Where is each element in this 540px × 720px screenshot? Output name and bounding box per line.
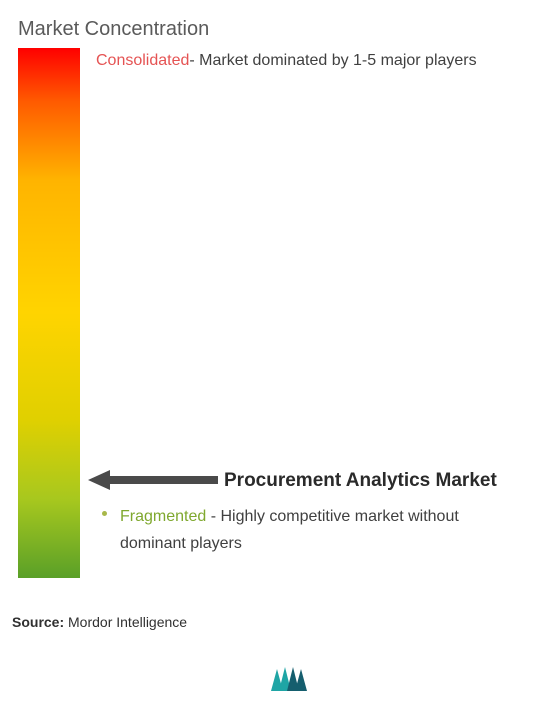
consolidated-text: - Market dominated by 1-5 major players	[189, 52, 476, 69]
mordor-logo-icon	[269, 665, 309, 693]
source-value: Mordor Intelligence	[64, 614, 187, 630]
source-attribution: Source: Mordor Intelligence	[12, 614, 187, 630]
fragmented-keyword: Fragmented	[120, 508, 206, 525]
concentration-gradient-bar	[18, 48, 80, 578]
consolidated-annotation: Consolidated- Market dominated by 1-5 ma…	[96, 52, 477, 70]
market-name-label: Procurement Analytics Market	[224, 470, 497, 492]
marker-arrow-icon	[88, 470, 218, 490]
source-label: Source:	[12, 614, 64, 630]
fragmented-annotation: Fragmented - Highly competitive market w…	[96, 503, 520, 557]
chart-title: Market Concentration	[18, 18, 209, 41]
consolidated-keyword: Consolidated	[96, 52, 189, 69]
